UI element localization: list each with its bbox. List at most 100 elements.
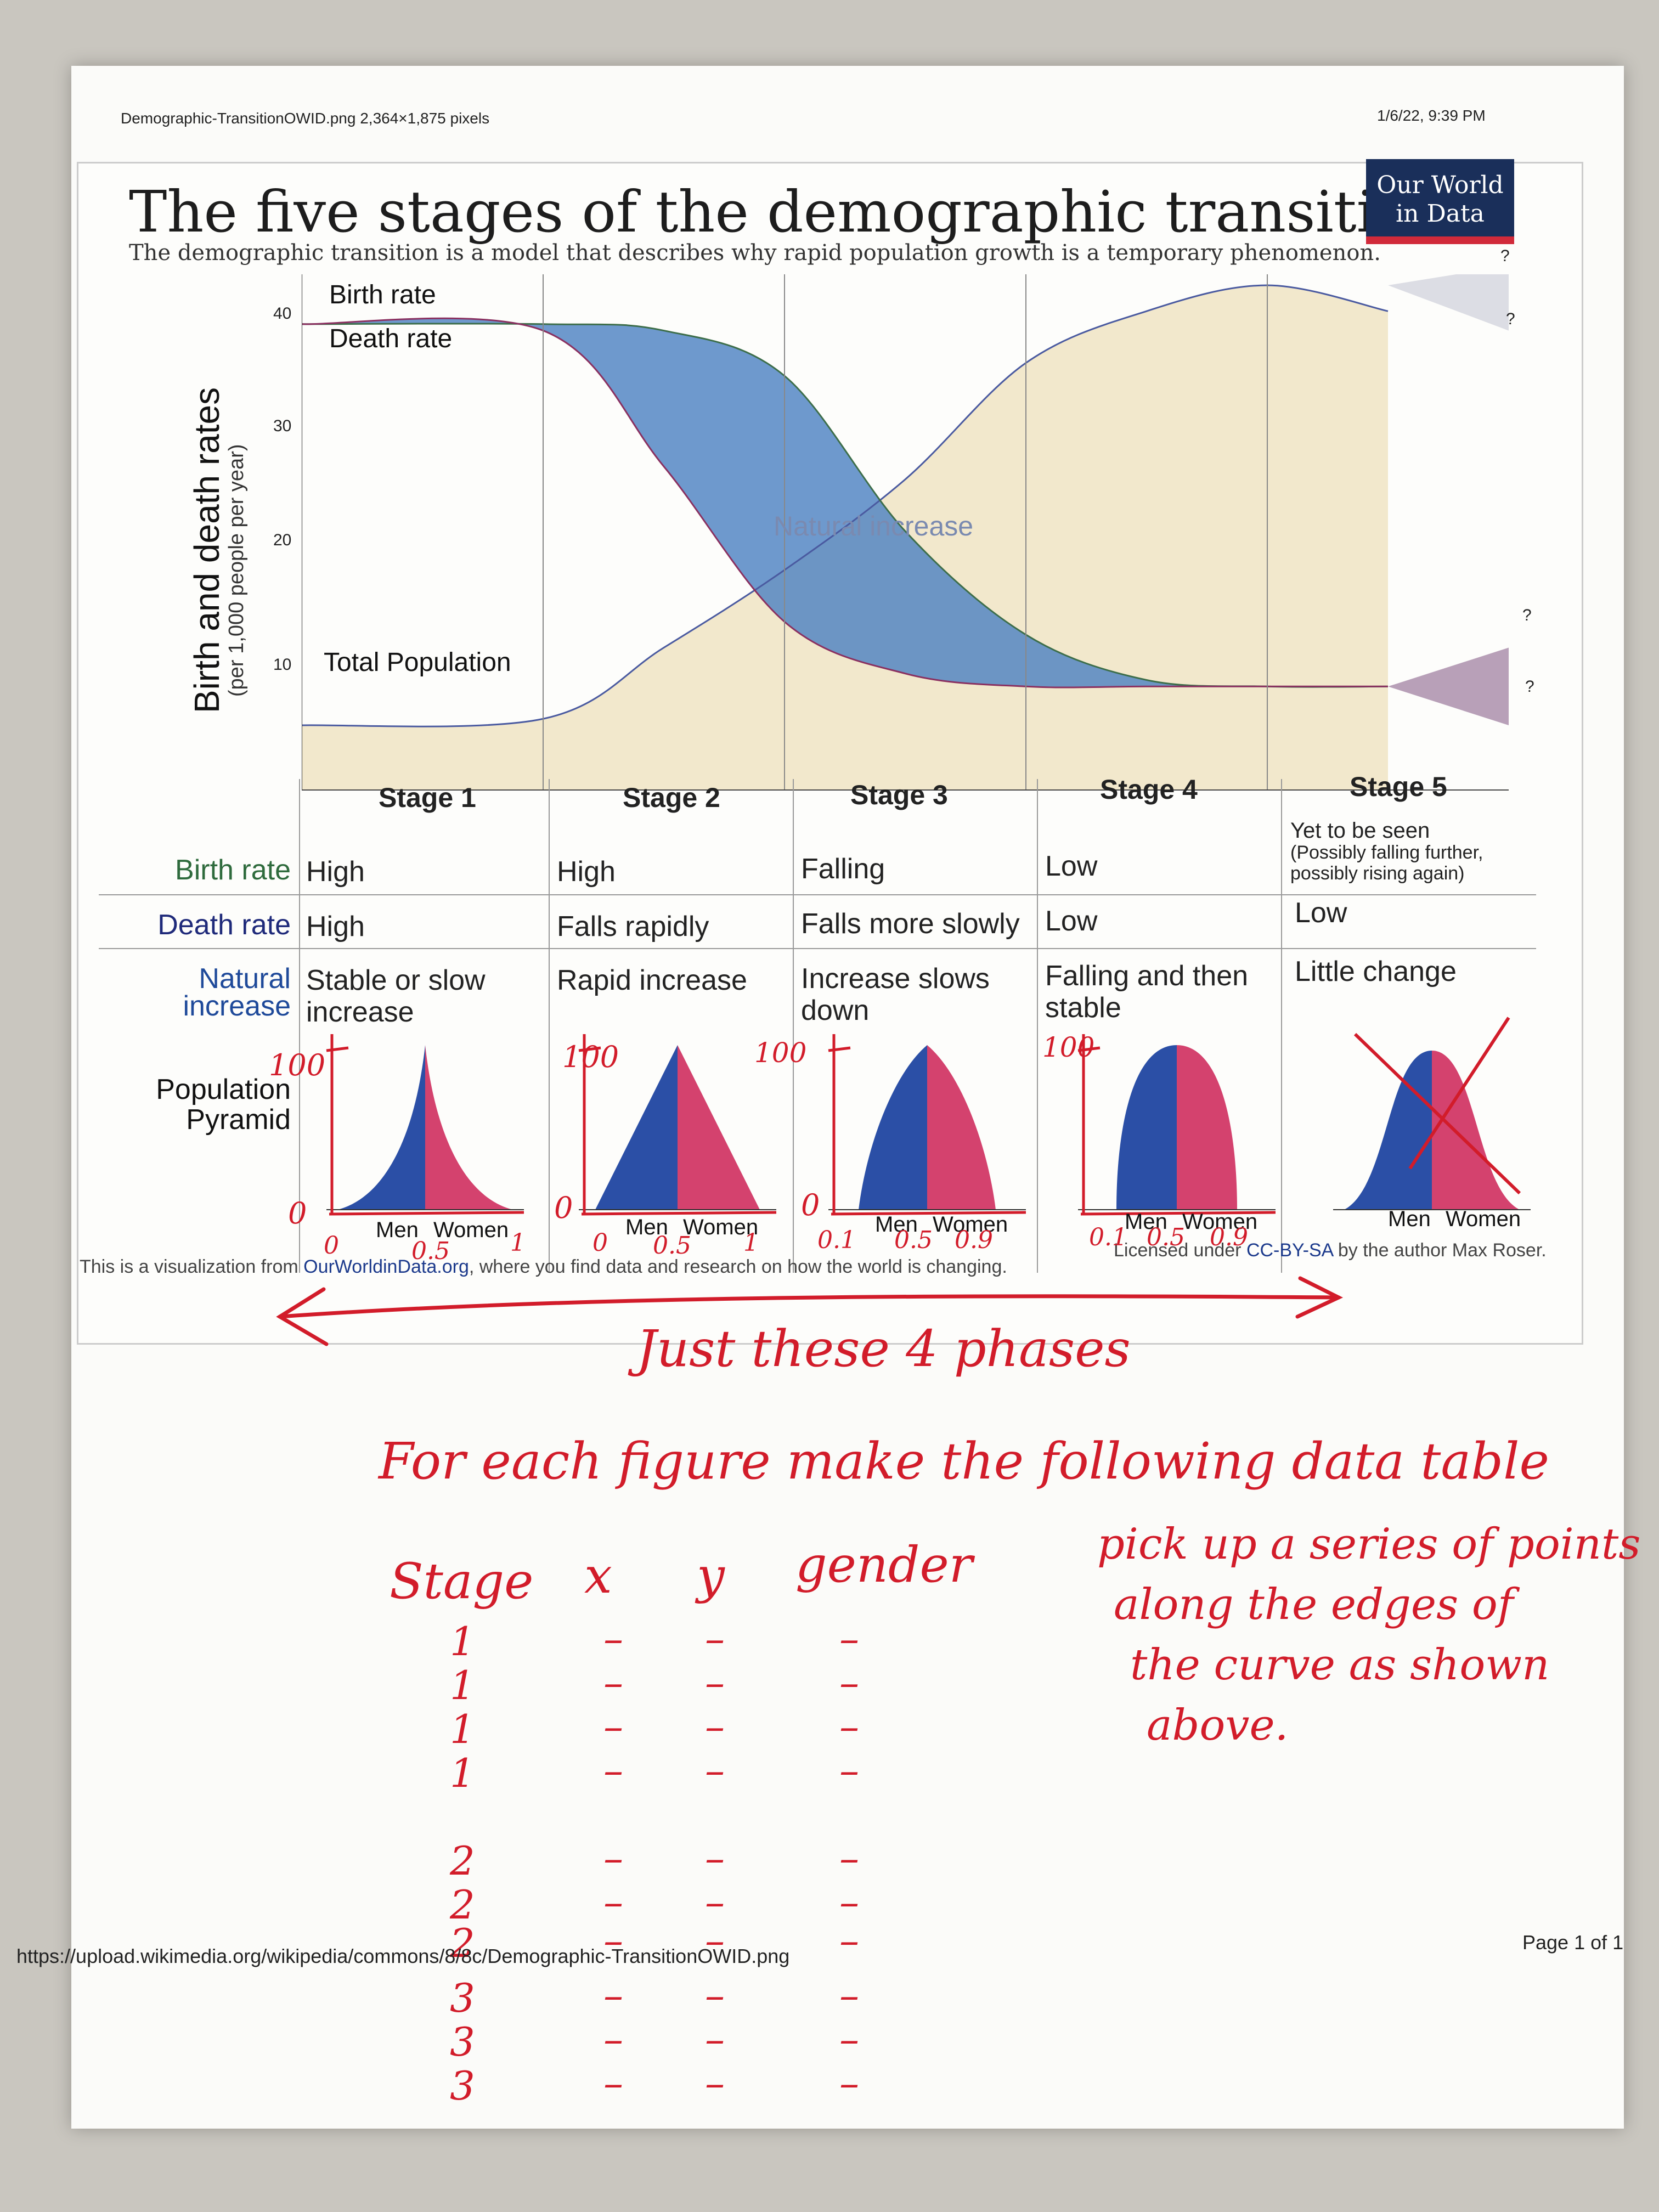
print-datetime: 1/6/22, 9:39 PM bbox=[1377, 107, 1486, 124]
table-col-2 bbox=[549, 779, 550, 1273]
table-col-3 bbox=[793, 779, 794, 1273]
natural-stage-1-a: Stable or slow bbox=[306, 964, 486, 996]
owid-logo: Our World in Data bbox=[1366, 159, 1514, 244]
hand-x-3-0: 0.1 bbox=[817, 1226, 856, 1254]
hand-row-dash: – bbox=[603, 1660, 623, 1706]
hand-row-dash: – bbox=[603, 1703, 623, 1750]
pyr1-women: Women bbox=[433, 1218, 509, 1242]
hand-x-2-0: 0 bbox=[592, 1229, 608, 1257]
stage-3-header: Stage 3 bbox=[850, 780, 948, 810]
hand-row-stage: 2 bbox=[450, 1920, 475, 1966]
hand-row-dash: – bbox=[839, 1917, 859, 1963]
death-stage-5: Low bbox=[1295, 897, 1347, 929]
logo-line-1: Our World bbox=[1376, 171, 1504, 199]
hand-row-dash: – bbox=[839, 1747, 859, 1793]
hand-row-dash: – bbox=[839, 1835, 859, 1881]
hand-side-4: above. bbox=[1147, 1701, 1289, 1750]
hand-row-dash: – bbox=[705, 2016, 725, 2062]
birth-stage-4: Low bbox=[1045, 850, 1098, 882]
hand-phases-note: Just these 4 phases bbox=[636, 1319, 1131, 1378]
pyramid-2-hand-axis bbox=[578, 1034, 601, 1215]
birth-stage-5-line-2: (Possibly falling further, bbox=[1290, 842, 1483, 863]
hand-col-gender: gender bbox=[795, 1536, 973, 1594]
pyramid-1-hand-baseline bbox=[329, 1211, 524, 1216]
stage-2-header: Stage 2 bbox=[623, 782, 720, 813]
pyramid-5-cross bbox=[1353, 1017, 1521, 1195]
hand-col-y: y bbox=[697, 1547, 725, 1605]
hand-row-dash: – bbox=[705, 1703, 725, 1750]
printed-page: Demographic-TransitionOWID.png 2,364×1,8… bbox=[16, 66, 1640, 2129]
pyr5-women: Women bbox=[1446, 1207, 1521, 1231]
natural-stage-2-a: Rapid increase bbox=[557, 964, 747, 996]
hand-axis-0-3: 0 bbox=[801, 1188, 820, 1222]
hand-row-stage: 2 bbox=[450, 1838, 475, 1884]
death-stage-2: Falls rapidly bbox=[557, 911, 709, 943]
hand-axis-0-1: 0 bbox=[288, 1196, 307, 1231]
hand-row-dash: – bbox=[603, 2016, 623, 2062]
table-col-5 bbox=[1281, 779, 1282, 1273]
stage-5-header: Stage 5 bbox=[1350, 771, 1447, 802]
owid-link[interactable]: OurWorldinData.org bbox=[303, 1256, 469, 1277]
death-stage-4: Low bbox=[1045, 905, 1098, 937]
pyramid-4-women bbox=[1177, 1045, 1237, 1210]
figure-subtitle: The demographic transition is a model th… bbox=[129, 240, 1381, 266]
row-header-pyramid-2: Pyramid bbox=[186, 1104, 291, 1136]
print-page-number: Page 1 of 1 bbox=[1522, 1931, 1624, 1954]
hand-row-dash: – bbox=[705, 2060, 725, 2106]
birth-stage-5-line-1: Yet to be seen bbox=[1290, 819, 1430, 843]
hand-row-dash: – bbox=[705, 1747, 725, 1793]
natural-stage-3-a: Increase slows bbox=[801, 963, 990, 995]
pyramid-2-women bbox=[678, 1045, 760, 1210]
hand-row-dash: – bbox=[603, 1972, 623, 2018]
pyramid-1-women bbox=[425, 1045, 513, 1210]
footer-right-post: by the author Max Roser. bbox=[1333, 1240, 1547, 1261]
hand-row-stage: 1 bbox=[450, 1706, 475, 1752]
y-tick-40: 40 bbox=[273, 304, 292, 323]
pyr4-women: Women bbox=[1182, 1210, 1258, 1234]
print-url: https://upload.wikimedia.org/wikipedia/c… bbox=[16, 1945, 790, 1967]
birth-stage-2: High bbox=[557, 856, 616, 888]
pyramid-4-hand-baseline bbox=[1080, 1211, 1276, 1216]
stage-1-header: Stage 1 bbox=[379, 782, 476, 813]
row-header-natural-1: Natural bbox=[199, 963, 291, 995]
hand-row-stage: 1 bbox=[450, 1662, 475, 1708]
hand-row-dash: – bbox=[839, 1879, 859, 1925]
death-stage-1: High bbox=[306, 911, 365, 943]
hand-row-dash: – bbox=[839, 1616, 859, 1662]
license-link[interactable]: CC-BY-SA bbox=[1246, 1240, 1333, 1261]
hand-row-dash: – bbox=[839, 1660, 859, 1706]
hand-x-1-2: 1 bbox=[510, 1229, 526, 1257]
footer-left-pre: This is a visualization from bbox=[80, 1256, 304, 1277]
total-population-label: Total Population bbox=[324, 648, 511, 677]
hand-arrow bbox=[276, 1276, 1344, 1346]
birth-stage-1: High bbox=[306, 856, 365, 888]
hand-x-2-2: 1 bbox=[743, 1229, 759, 1257]
pyramid-1-men bbox=[337, 1045, 425, 1210]
footer-left: This is a visualization from OurWorldinD… bbox=[80, 1256, 1007, 1278]
table-col-4 bbox=[1037, 779, 1038, 1273]
hand-x-1-0: 0 bbox=[324, 1232, 339, 1260]
hand-x-1-1: 0.5 bbox=[411, 1237, 450, 1265]
footer-left-post: , where you find data and research on ho… bbox=[469, 1256, 1007, 1277]
pyramid-5-women bbox=[1432, 1051, 1520, 1210]
pyramid-3-hand-baseline bbox=[831, 1211, 1026, 1216]
hand-row-stage: 3 bbox=[450, 1975, 475, 2021]
total-population-line bbox=[302, 284, 1389, 727]
y-tick-30: 30 bbox=[273, 417, 292, 435]
pyramid-4-hand-axis bbox=[1077, 1034, 1101, 1215]
hand-row-dash: – bbox=[839, 2060, 859, 2106]
stage5-population-fan bbox=[1388, 274, 1509, 331]
natural-stage-3-b: down bbox=[801, 995, 870, 1026]
pyramid-2-hand-baseline bbox=[581, 1211, 777, 1216]
hand-row-dash: – bbox=[603, 1879, 623, 1925]
hand-x-2-1: 0.5 bbox=[653, 1232, 691, 1260]
hand-col-stage: Stage bbox=[390, 1553, 534, 1610]
footer-right-pre: Licensed under bbox=[1114, 1240, 1246, 1261]
natural-stage-1-b: increase bbox=[306, 996, 414, 1028]
footer-right: Licensed under CC-BY-SA by the author Ma… bbox=[1114, 1240, 1547, 1261]
question-mark-1: ? bbox=[1500, 247, 1510, 265]
demographic-chart bbox=[302, 274, 1509, 791]
hand-axis-100-1: 100 bbox=[269, 1048, 326, 1082]
hand-row-dash: – bbox=[603, 1917, 623, 1963]
hand-row-dash: – bbox=[603, 1835, 623, 1881]
